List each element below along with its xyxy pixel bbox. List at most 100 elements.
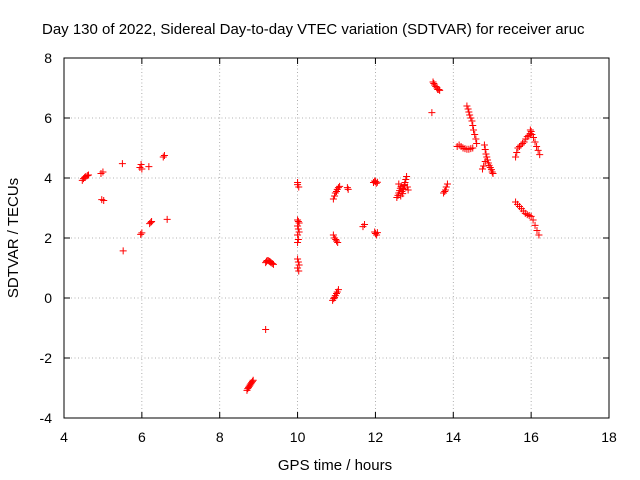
data-point — [294, 264, 302, 272]
data-point — [523, 211, 531, 219]
data-point — [399, 185, 407, 192]
x-tick-label: 8 — [216, 429, 224, 445]
data-point — [471, 131, 479, 138]
data-point — [343, 184, 351, 192]
data-point — [331, 189, 339, 197]
data-point — [483, 153, 491, 161]
data-point — [525, 131, 533, 139]
data-point — [468, 117, 476, 125]
data-point — [159, 153, 167, 161]
data-point — [533, 143, 541, 150]
data-point — [478, 165, 486, 173]
axis-ticks: 4 6 8 10 12 14 16 18 -4 -2 0 2 4 6 8 — [40, 50, 617, 445]
data-point — [329, 195, 337, 203]
data-point — [397, 192, 405, 200]
data-point — [512, 153, 520, 161]
data-point — [294, 216, 302, 224]
data-point — [334, 239, 342, 246]
data-point — [402, 176, 410, 183]
data-point — [482, 150, 490, 158]
data-point — [465, 145, 473, 153]
data-point — [119, 247, 127, 255]
data-point — [100, 197, 108, 204]
x-tick-label: 14 — [445, 429, 461, 445]
data-point — [371, 178, 379, 186]
data-point — [480, 141, 488, 149]
data-point — [442, 183, 450, 191]
x-tick-label: 12 — [368, 429, 384, 445]
data-point — [442, 186, 449, 194]
data-point — [436, 86, 444, 94]
y-tick-label: 4 — [44, 170, 52, 186]
data-point — [160, 152, 168, 159]
y-tick-label: -4 — [40, 410, 53, 426]
x-tick-label: 16 — [523, 429, 539, 445]
data-point — [469, 122, 477, 129]
data-point — [331, 192, 339, 200]
data-point — [440, 189, 448, 197]
data-point — [534, 146, 542, 154]
data-point — [163, 215, 171, 223]
data-point — [118, 160, 126, 168]
data-point — [467, 145, 475, 153]
data-point — [138, 165, 146, 173]
data-point — [465, 108, 473, 116]
data-point — [262, 326, 270, 333]
x-axis-label: GPS time / hours — [278, 457, 392, 474]
data-point — [399, 185, 407, 193]
data-point — [334, 286, 342, 294]
data-point — [404, 186, 412, 194]
data-point — [145, 163, 153, 171]
data-point — [137, 161, 145, 168]
data-point — [527, 128, 535, 135]
data-point — [371, 230, 379, 237]
data-point — [372, 179, 380, 187]
data-point — [137, 230, 145, 238]
data-point — [148, 218, 156, 225]
data-point — [527, 212, 535, 220]
data-point — [520, 138, 528, 146]
data-point — [515, 143, 523, 150]
data-point — [459, 144, 467, 152]
data-point — [249, 376, 257, 384]
data-point — [294, 239, 302, 246]
data-point — [329, 231, 337, 239]
data-point — [98, 196, 106, 204]
data-point — [395, 180, 403, 188]
data-point — [429, 78, 437, 86]
data-point — [523, 133, 531, 141]
data-point — [294, 218, 302, 225]
data-point — [294, 255, 302, 263]
data-point — [463, 102, 471, 110]
data-point — [513, 149, 521, 156]
data-point — [441, 188, 449, 195]
data-point — [361, 221, 369, 228]
data-point — [535, 231, 543, 239]
data-point — [136, 164, 144, 171]
data-point — [294, 225, 302, 233]
data-point — [531, 221, 539, 229]
data-point — [269, 260, 277, 268]
data-point — [344, 185, 352, 193]
data-point — [243, 386, 251, 394]
data-point — [470, 126, 478, 134]
y-axis-label: SDTVAR / TECUs — [5, 178, 22, 298]
data-point — [99, 168, 107, 176]
data-point — [531, 138, 539, 146]
data-point — [435, 86, 443, 93]
data-point — [472, 135, 480, 143]
data-point — [480, 162, 488, 170]
y-tick-label: 6 — [44, 110, 52, 126]
data-point — [373, 229, 381, 237]
data-point — [443, 180, 451, 188]
data-point — [526, 126, 534, 134]
data-point — [401, 181, 409, 189]
x-tick-label: 18 — [601, 429, 617, 445]
data-point — [529, 216, 537, 224]
data-point — [514, 144, 522, 152]
data-point — [488, 168, 496, 176]
x-tick-label: 10 — [290, 429, 306, 445]
x-tick-label: 4 — [60, 429, 68, 445]
y-tick-label: -2 — [40, 350, 53, 366]
data-point — [430, 80, 438, 87]
